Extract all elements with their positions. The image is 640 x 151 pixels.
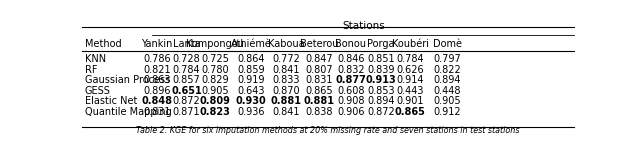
- Text: 0.863: 0.863: [143, 75, 171, 85]
- Text: 0.872: 0.872: [173, 96, 200, 106]
- Text: 0.448: 0.448: [433, 86, 461, 96]
- Text: 0.919: 0.919: [237, 75, 265, 85]
- Text: 0.841: 0.841: [272, 65, 300, 75]
- Text: 0.877: 0.877: [335, 75, 366, 85]
- Text: RF: RF: [85, 65, 97, 75]
- Text: Porga: Porga: [367, 39, 395, 49]
- Text: 0.643: 0.643: [237, 86, 265, 96]
- Text: Method: Method: [85, 39, 122, 49]
- Text: 0.833: 0.833: [272, 75, 300, 85]
- Text: 0.821: 0.821: [143, 65, 171, 75]
- Text: 0.870: 0.870: [272, 86, 300, 96]
- Text: 0.881: 0.881: [303, 96, 335, 106]
- Text: 0.832: 0.832: [337, 65, 365, 75]
- Text: Koubéri: Koubéri: [392, 39, 429, 49]
- Text: 0.936: 0.936: [237, 107, 265, 117]
- Text: 0.857: 0.857: [173, 75, 200, 85]
- Text: Lanta: Lanta: [173, 39, 200, 49]
- Text: Elastic Net: Elastic Net: [85, 96, 138, 106]
- Text: 0.786: 0.786: [143, 54, 171, 64]
- Text: 0.608: 0.608: [337, 86, 365, 96]
- Text: 0.865: 0.865: [395, 107, 426, 117]
- Text: 0.831: 0.831: [143, 107, 171, 117]
- Text: Athiémè: Athiémè: [230, 39, 271, 49]
- Text: 0.841: 0.841: [272, 107, 300, 117]
- Text: 0.846: 0.846: [337, 54, 365, 64]
- Text: 0.912: 0.912: [433, 107, 461, 117]
- Text: 0.894: 0.894: [433, 75, 461, 85]
- Text: 0.865: 0.865: [305, 86, 333, 96]
- Text: Bonou: Bonou: [335, 39, 366, 49]
- Text: 0.823: 0.823: [200, 107, 230, 117]
- Text: 0.725: 0.725: [201, 54, 229, 64]
- Text: Table 2. KGE for six imputation methods at 20% missing rate and seven stations i: Table 2. KGE for six imputation methods …: [136, 126, 520, 135]
- Text: 0.908: 0.908: [337, 96, 365, 106]
- Text: 0.851: 0.851: [367, 54, 395, 64]
- Text: 0.831: 0.831: [305, 75, 333, 85]
- Text: 0.807: 0.807: [305, 65, 333, 75]
- Text: 0.838: 0.838: [305, 107, 333, 117]
- Text: 0.847: 0.847: [305, 54, 333, 64]
- Text: 0.784: 0.784: [173, 65, 200, 75]
- Text: 0.894: 0.894: [367, 96, 395, 106]
- Text: 0.780: 0.780: [201, 65, 228, 75]
- Text: 0.881: 0.881: [270, 96, 301, 106]
- Text: 0.914: 0.914: [397, 75, 424, 85]
- Text: KNN: KNN: [85, 54, 106, 64]
- Text: Yankin: Yankin: [141, 39, 173, 49]
- Text: Stations: Stations: [342, 21, 385, 31]
- Text: 0.797: 0.797: [433, 54, 461, 64]
- Text: Gaussian Process: Gaussian Process: [85, 75, 170, 85]
- Text: 0.905: 0.905: [201, 86, 228, 96]
- Text: 0.772: 0.772: [272, 54, 300, 64]
- Text: 0.443: 0.443: [397, 86, 424, 96]
- Text: 0.864: 0.864: [237, 54, 265, 64]
- Text: Quantile Mapping: Quantile Mapping: [85, 107, 172, 117]
- Text: 0.905: 0.905: [433, 96, 461, 106]
- Text: 0.822: 0.822: [433, 65, 461, 75]
- Text: Beterou: Beterou: [300, 39, 339, 49]
- Text: 0.853: 0.853: [367, 86, 395, 96]
- Text: 0.839: 0.839: [367, 65, 395, 75]
- Text: Kaboua: Kaboua: [268, 39, 304, 49]
- Text: 0.871: 0.871: [173, 107, 200, 117]
- Text: 0.901: 0.901: [397, 96, 424, 106]
- Text: 0.930: 0.930: [236, 96, 266, 106]
- Text: 0.859: 0.859: [237, 65, 265, 75]
- Text: GESS: GESS: [85, 86, 111, 96]
- Text: 0.651: 0.651: [172, 86, 202, 96]
- Text: 0.906: 0.906: [337, 107, 365, 117]
- Text: 0.784: 0.784: [397, 54, 424, 64]
- Text: Domè: Domè: [433, 39, 461, 49]
- Text: 0.896: 0.896: [143, 86, 171, 96]
- Text: Kompongou: Kompongou: [186, 39, 244, 49]
- Text: 0.872: 0.872: [367, 107, 395, 117]
- Text: 0.626: 0.626: [397, 65, 424, 75]
- Text: 0.728: 0.728: [173, 54, 200, 64]
- Text: 0.848: 0.848: [141, 96, 172, 106]
- Text: 0.913: 0.913: [365, 75, 396, 85]
- Text: 0.829: 0.829: [201, 75, 228, 85]
- Text: 0.809: 0.809: [200, 96, 230, 106]
